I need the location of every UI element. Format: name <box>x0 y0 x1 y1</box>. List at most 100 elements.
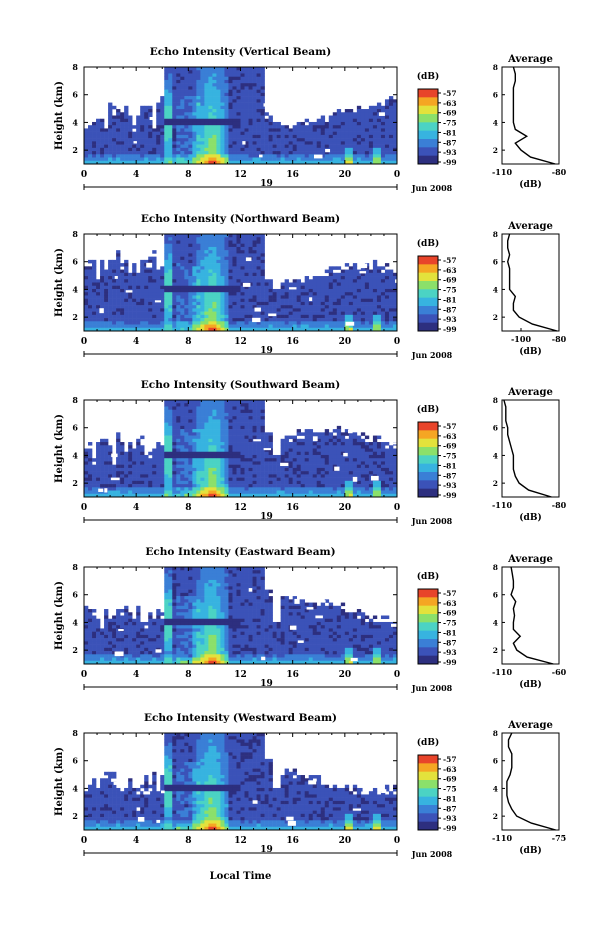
heatmap-cell <box>192 490 197 495</box>
heatmap-cell <box>244 429 249 433</box>
heatmap-cell <box>324 151 330 155</box>
heatmap-cell <box>164 154 169 158</box>
heatmap-cell <box>212 99 217 103</box>
heatmap-cell <box>356 308 362 312</box>
heatmap-cell <box>244 474 249 478</box>
heatmap-cell <box>156 301 161 306</box>
heatmap-cell <box>296 467 301 472</box>
heatmap-cell <box>348 138 354 142</box>
heatmap-cell <box>164 240 169 244</box>
heatmap-cell <box>216 70 221 74</box>
heatmap-cell <box>376 151 382 155</box>
heatmap-cell <box>232 285 237 290</box>
heatmap-cell <box>244 67 249 71</box>
heatmap-cell <box>200 128 205 132</box>
heatmap-cell <box>200 96 205 100</box>
heatmap-cell <box>292 454 297 459</box>
heatmap-cell <box>156 276 161 280</box>
heatmap-cell <box>96 461 101 465</box>
heatmap-cell <box>384 121 390 126</box>
heatmap-cell <box>220 147 225 152</box>
heatmap-cell <box>160 125 165 129</box>
heatmap-cell <box>392 151 397 155</box>
heatmap-cell <box>224 327 229 331</box>
heatmap-cell <box>88 147 93 152</box>
heatmap-cell <box>384 109 390 113</box>
heatmap-cell <box>232 314 237 319</box>
heatmap-cell <box>368 301 374 306</box>
heatmap-cell <box>292 474 297 478</box>
heatmap-cell <box>188 412 193 417</box>
heatmap-cell <box>216 314 221 319</box>
heatmap-cell <box>104 480 109 485</box>
heatmap-cell <box>292 464 297 469</box>
heatmap-cell <box>196 324 201 329</box>
heatmap-cell <box>304 471 310 475</box>
heatmap-cell <box>308 480 314 485</box>
heatmap-cell <box>148 484 153 488</box>
heatmap-cell <box>384 102 390 107</box>
heatmap-cell <box>108 115 113 120</box>
heatmap-cell <box>168 134 173 139</box>
heatmap-cell <box>188 285 193 290</box>
heatmap-cell <box>344 269 350 274</box>
heatmap-cell <box>380 318 386 322</box>
heatmap-cell <box>168 160 173 164</box>
heatmap-cell <box>260 99 265 103</box>
heatmap-cell <box>172 99 177 103</box>
heatmap-cell <box>324 311 330 316</box>
heatmap-cell <box>116 432 121 436</box>
heatmap-cell <box>312 298 318 303</box>
heatmap-cell <box>368 144 374 149</box>
heatmap-cell <box>188 282 193 287</box>
heatmap-cell <box>196 240 201 244</box>
heatmap-cell <box>300 308 305 312</box>
heatmap-cell <box>124 128 129 132</box>
heatmap-cell <box>160 467 165 472</box>
heatmap-cell <box>160 448 165 453</box>
heatmap-cell <box>180 96 185 100</box>
heatmap-cell <box>320 454 326 459</box>
heatmap-cell <box>208 131 213 136</box>
heatmap-cell <box>140 487 145 491</box>
heatmap-cell <box>192 237 197 241</box>
heatmap-cell <box>288 301 293 306</box>
heatmap-cell <box>252 493 257 497</box>
heatmap-cell <box>312 324 318 329</box>
colorbar-segment <box>418 322 438 332</box>
heatmap-cell <box>376 141 382 145</box>
heatmap-cell <box>356 105 362 110</box>
heatmap-cell <box>284 288 289 293</box>
heatmap-cell <box>244 237 249 241</box>
heatmap-cell <box>172 125 177 129</box>
heatmap-cell <box>288 458 293 462</box>
heatmap-cell <box>256 425 261 430</box>
heatmap-cell <box>208 276 213 280</box>
heatmap-cell <box>100 131 105 136</box>
heatmap-cell <box>232 442 237 446</box>
heatmap-cell <box>140 471 145 475</box>
heatmap-cell <box>288 487 293 491</box>
heatmap-cell <box>144 321 149 325</box>
heatmap-cell <box>208 128 213 132</box>
heatmap-cell <box>84 454 89 459</box>
heatmap-cell <box>96 292 101 296</box>
heatmap-cell <box>280 282 285 287</box>
day-label: 19 <box>260 346 273 356</box>
heatmap-cell <box>328 292 334 296</box>
heatmap-cell <box>208 73 213 77</box>
heatmap-cell <box>252 263 257 267</box>
heatmap-cell <box>272 144 277 149</box>
heatmap-cell <box>208 406 213 410</box>
data-gap <box>242 282 251 287</box>
heatmap-cell <box>156 138 161 142</box>
heatmap-cell <box>248 253 253 257</box>
heatmap-cell <box>92 259 97 264</box>
heatmap-cell <box>300 141 305 145</box>
heatmap-cell <box>268 451 273 456</box>
heatmap-cell <box>292 288 297 293</box>
heatmap-cell <box>252 141 257 145</box>
heatmap-cell <box>124 279 129 283</box>
heatmap-cell <box>296 154 301 158</box>
heatmap-cell <box>324 442 330 446</box>
